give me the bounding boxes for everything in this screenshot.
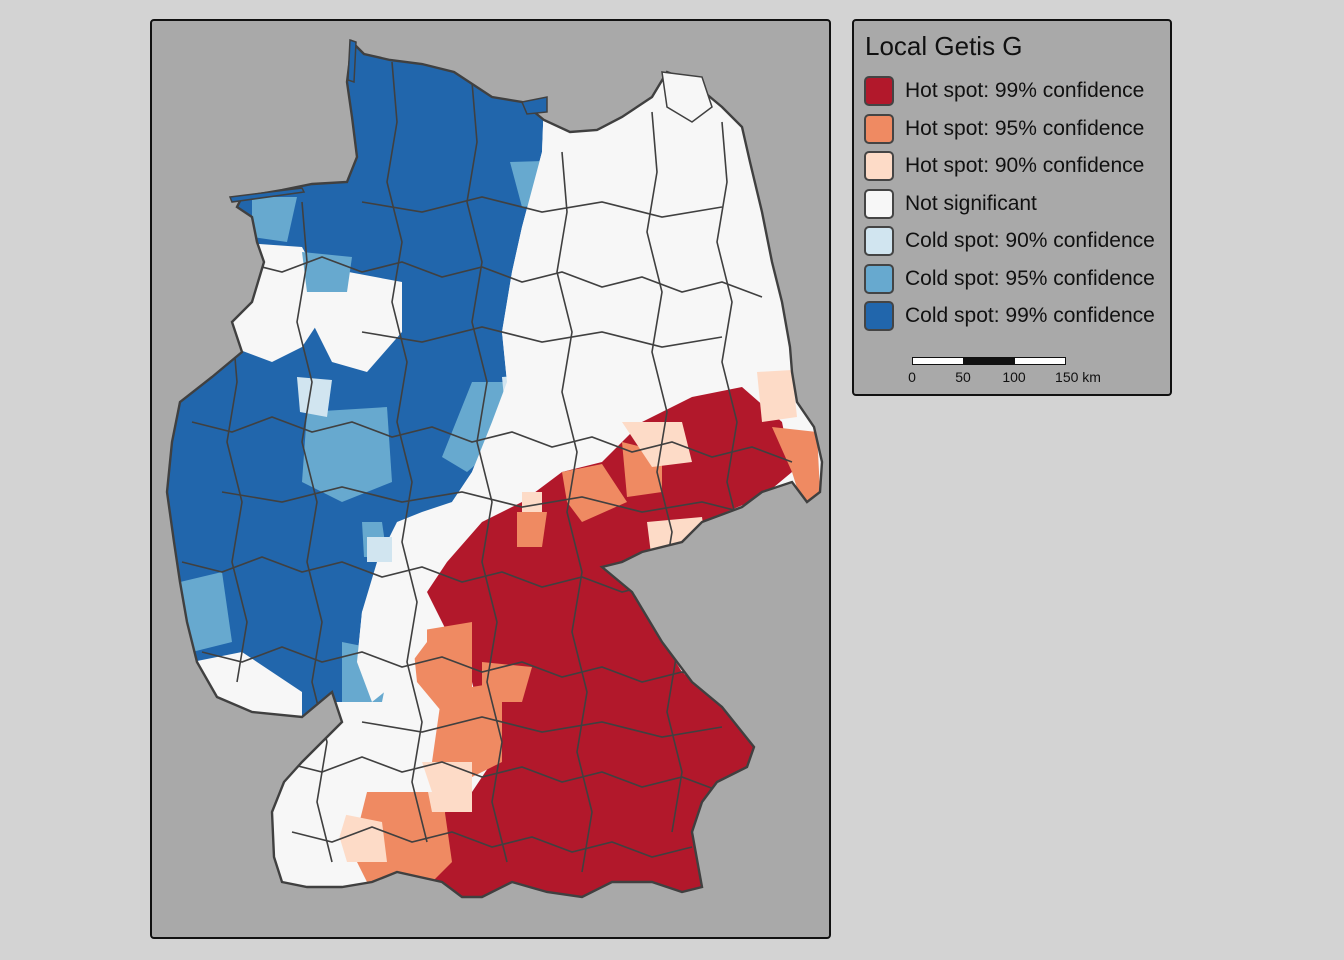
legend-swatch: [864, 76, 894, 106]
hot-spot-95-ansbach[interactable]: [482, 662, 532, 702]
hot-spot-95-lusatia[interactable]: [772, 427, 820, 504]
legend-label: Not significant: [905, 192, 1037, 215]
scale-segment-white: [1014, 357, 1066, 365]
district-boundaries: [181, 61, 793, 873]
cold-spot-95-eifel[interactable]: [180, 572, 232, 652]
island-fehmarn: [520, 96, 548, 115]
scale-tick-label: 0: [908, 369, 916, 385]
scale-tick-label: 150 km: [1055, 369, 1101, 385]
not-significant-east[interactable]: [452, 21, 831, 522]
hot-spot-95-thuringia[interactable]: [562, 464, 627, 522]
legend-swatch: [864, 264, 894, 294]
scale-tick-label: 100: [1002, 369, 1026, 385]
legend-label: Hot spot: 95% confidence: [905, 117, 1145, 140]
legend-label: Hot spot: 90% confidence: [905, 154, 1145, 177]
map-panel[interactable]: [150, 19, 831, 939]
scale-tick-label: 50: [955, 369, 971, 385]
scale-bar: 0 50 100 150 km: [900, 357, 1101, 397]
hot-spot-90-ulm[interactable]: [422, 762, 472, 812]
scale-segment-white: [912, 357, 964, 365]
hot-spot-90-leipzig[interactable]: [622, 422, 692, 467]
legend-label: Cold spot: 95% confidence: [905, 267, 1155, 290]
legend-label: Hot spot: 99% confidence: [905, 79, 1145, 102]
hot-spot-95-coburg[interactable]: [517, 512, 547, 547]
hot-spot-90-breisgau[interactable]: [332, 812, 387, 862]
hot-spot-90-vogtland[interactable]: [647, 517, 707, 562]
island-sylt: [347, 38, 357, 84]
legend-swatch: [864, 151, 894, 181]
hot-spot-90-hof[interactable]: [522, 492, 542, 512]
scale-segment-black: [963, 357, 1015, 365]
legend-title: Local Getis G: [865, 31, 1023, 61]
cold-spot-95-sauerland[interactable]: [302, 407, 392, 502]
legend: Local Getis G Hot spot: 99% confidence H…: [852, 19, 1172, 396]
hot-spot-95-lake-constance[interactable]: [352, 792, 452, 892]
cold-spot-90-osnabrueck[interactable]: [297, 377, 332, 417]
cold-spot-95-coast[interactable]: [252, 197, 297, 242]
legend-swatch: [864, 114, 894, 144]
legend-label: Cold spot: 99% confidence: [905, 304, 1155, 327]
legend-swatch: [864, 189, 894, 219]
legend-swatch: [864, 226, 894, 256]
island-frisian: [228, 187, 306, 203]
island-ruegen: [661, 71, 713, 123]
choropleth-regions: [167, 21, 831, 897]
not-significant-rhine-main[interactable]: [357, 572, 427, 702]
not-significant-lower-saxony[interactable]: [312, 267, 402, 372]
legend-label: Cold spot: 90% confidence: [905, 229, 1155, 252]
cold-spot-90-wetterau[interactable]: [367, 537, 392, 562]
germany-map[interactable]: [152, 21, 831, 939]
legend-swatch: [864, 301, 894, 331]
hot-spot-95-hohenlohe[interactable]: [432, 682, 502, 782]
hot-spot-90-cottbus[interactable]: [757, 370, 797, 422]
cold-spot-95-emsland[interactable]: [302, 252, 352, 292]
